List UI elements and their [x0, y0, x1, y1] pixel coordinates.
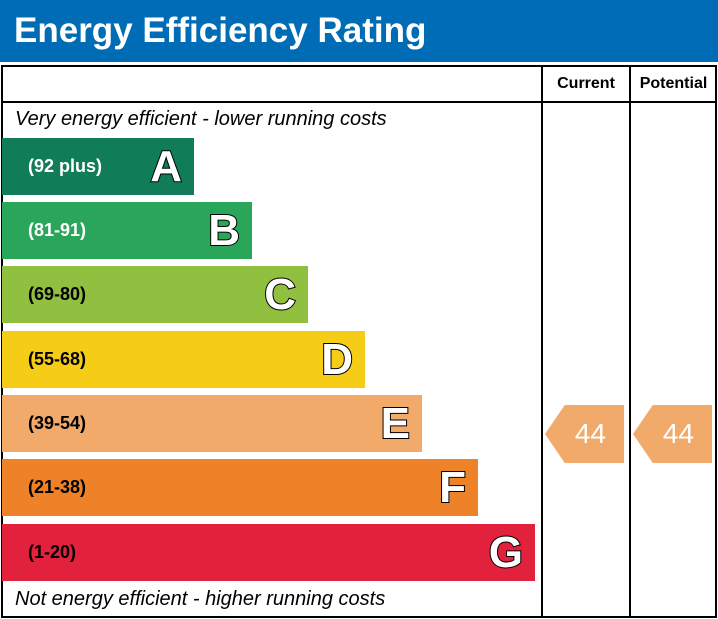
band-letter: D	[320, 334, 354, 385]
potential-rating-arrow: 44	[633, 405, 712, 463]
band-range-label: (55-68)	[28, 349, 87, 369]
header-divider	[1, 101, 717, 103]
band-letter: E	[380, 398, 411, 449]
band-range-label: (21-38)	[28, 477, 87, 497]
potential-rating-value: 44	[662, 418, 694, 449]
band-bar-f: (21-38) F	[2, 459, 478, 516]
band-bar-b: (81-91) B	[2, 202, 252, 259]
band-letter: C	[263, 269, 297, 320]
bottom-note: Not energy efficient - higher running co…	[15, 588, 386, 610]
band-bar-a: (92 plus) A	[2, 138, 194, 195]
band-letter: G	[488, 527, 524, 578]
band-range-label: (92 plus)	[28, 156, 103, 176]
band-letter: A	[149, 141, 183, 192]
chart-title: Energy Efficiency Rating	[0, 0, 718, 62]
band-bar-c: (69-80) C	[2, 266, 308, 323]
current-rating-value: 44	[574, 418, 606, 449]
column-divider	[541, 65, 543, 618]
band-letter: F	[438, 462, 467, 513]
current-column-header: Current	[557, 75, 615, 92]
band-range-label: (81-91)	[28, 220, 87, 240]
top-note: Very energy efficient - lower running co…	[15, 108, 387, 130]
band-range-label: (39-54)	[28, 413, 87, 433]
band-range-label: (1-20)	[28, 542, 77, 562]
band-letter: B	[207, 205, 241, 256]
current-rating-arrow: 44	[545, 405, 624, 463]
band-range-label: (69-80)	[28, 284, 87, 304]
band-bar-g: (1-20) G	[2, 524, 535, 581]
potential-column-header: Potential	[639, 75, 708, 92]
column-divider	[629, 65, 631, 618]
band-bar-e: (39-54) E	[2, 395, 422, 452]
band-bar-d: (55-68) D	[2, 331, 365, 388]
